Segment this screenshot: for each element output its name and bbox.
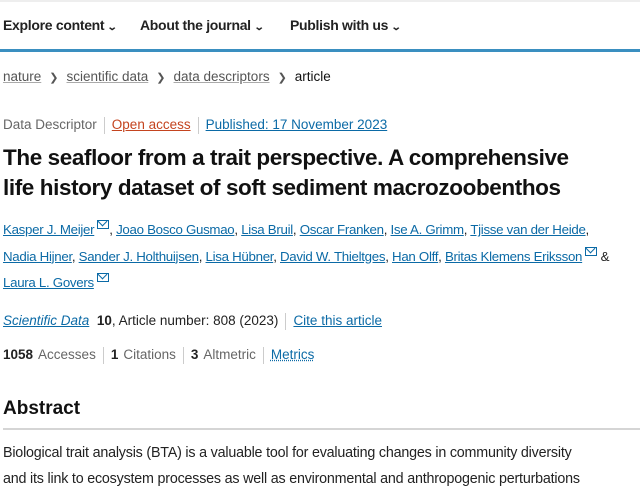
- nav-label: About the journal: [140, 17, 251, 33]
- article-number: , Article number: 808 (2023): [111, 313, 279, 329]
- journal-link[interactable]: Scientific Data: [3, 313, 90, 329]
- author-link[interactable]: Lisa Bruil: [241, 222, 293, 237]
- nav-about-journal[interactable]: About the journal ⌄: [140, 17, 265, 33]
- mail-icon[interactable]: [97, 220, 110, 229]
- journal-citation: Scientific Data 10, Article number: 808 …: [3, 313, 382, 330]
- top-nav: Explore content ⌄ About the journal ⌄ Publ…: [0, 0, 640, 52]
- chevron-right-icon: ❯: [277, 72, 287, 84]
- divider: [262, 347, 264, 364]
- nav-label: Explore content: [3, 17, 105, 33]
- breadcrumb-data-descriptors[interactable]: data descriptors: [173, 69, 270, 84]
- breadcrumb: nature ❯ scientific data ❯ data descriptors ❯…: [3, 69, 331, 84]
- accesses-label: Accesses: [38, 347, 96, 363]
- divider: [103, 117, 105, 134]
- article-meta: Data Descriptor Open access Published: 17 …: [3, 117, 387, 134]
- author-link[interactable]: Kasper J. Meijer: [3, 222, 95, 237]
- author-link[interactable]: Nadia Hijner: [3, 248, 72, 264]
- mail-icon[interactable]: [585, 246, 598, 256]
- author-link[interactable]: David W. Thieltges: [280, 248, 386, 264]
- author-link[interactable]: Sander J. Holthuijsen: [78, 248, 199, 264]
- breadcrumb-current: article: [294, 69, 331, 84]
- open-access-link[interactable]: Open access: [111, 117, 191, 133]
- chevron-right-icon: ❯: [49, 72, 59, 84]
- breadcrumb-scientific-data[interactable]: scientific data: [66, 69, 149, 84]
- divider: [102, 347, 104, 364]
- nav-publish[interactable]: Publish with us ⌄: [290, 17, 402, 33]
- divider: [3, 428, 640, 430]
- author-link[interactable]: Joao Bosco Gusmao: [116, 222, 235, 237]
- citations-label: Citations: [123, 347, 176, 363]
- author-link[interactable]: Oscar Franken: [299, 222, 384, 237]
- article-metrics: 1058 Accesses 1 Citations 3 Altmetric Metrics: [3, 347, 314, 364]
- metrics-link[interactable]: Metrics: [270, 347, 315, 363]
- volume: 10: [96, 313, 112, 329]
- citations-count: 1: [110, 347, 119, 363]
- chevron-down-icon: ⌄: [390, 22, 402, 33]
- and-symbol: &: [600, 248, 610, 264]
- altmetric-label: Altmetric: [203, 347, 256, 363]
- author-link[interactable]: Britas Klemens Eriksson: [444, 248, 583, 264]
- nav-label: Publish with us: [290, 17, 389, 33]
- page-title: The seafloor from a trait perspective. A…: [3, 145, 569, 200]
- breadcrumb-nature[interactable]: nature: [3, 69, 42, 84]
- chevron-down-icon: ⌄: [107, 22, 118, 33]
- author-list: Kasper J. Meijer, Joao Bosco Gusmao, Lis…: [3, 220, 610, 290]
- altmetric-count: 3: [190, 347, 199, 363]
- accesses-count: 1058: [3, 347, 34, 363]
- published-date-link[interactable]: Published: 17 November 2023: [205, 117, 388, 133]
- author-link[interactable]: Lisa Hübner: [205, 248, 274, 264]
- divider: [182, 347, 184, 364]
- divider: [285, 313, 287, 330]
- chevron-right-icon: ❯: [156, 72, 166, 84]
- author-link[interactable]: Ise A. Grimm: [390, 222, 465, 237]
- cite-this-article-link[interactable]: Cite this article: [293, 313, 382, 329]
- chevron-down-icon: ⌄: [253, 22, 265, 33]
- author-link[interactable]: Laura L. Govers: [3, 275, 94, 290]
- mail-icon[interactable]: [96, 273, 109, 282]
- author-link[interactable]: Han Olff: [392, 248, 439, 264]
- abstract-heading: Abstract: [3, 398, 81, 419]
- abstract-text: Biological trait analysis (BTA) is a val…: [3, 445, 580, 487]
- author-link[interactable]: Tjisse van der Heide: [470, 222, 586, 237]
- article-type: Data Descriptor: [3, 117, 97, 133]
- nav-explore-content[interactable]: Explore content ⌄: [3, 17, 118, 33]
- divider: [197, 117, 199, 134]
